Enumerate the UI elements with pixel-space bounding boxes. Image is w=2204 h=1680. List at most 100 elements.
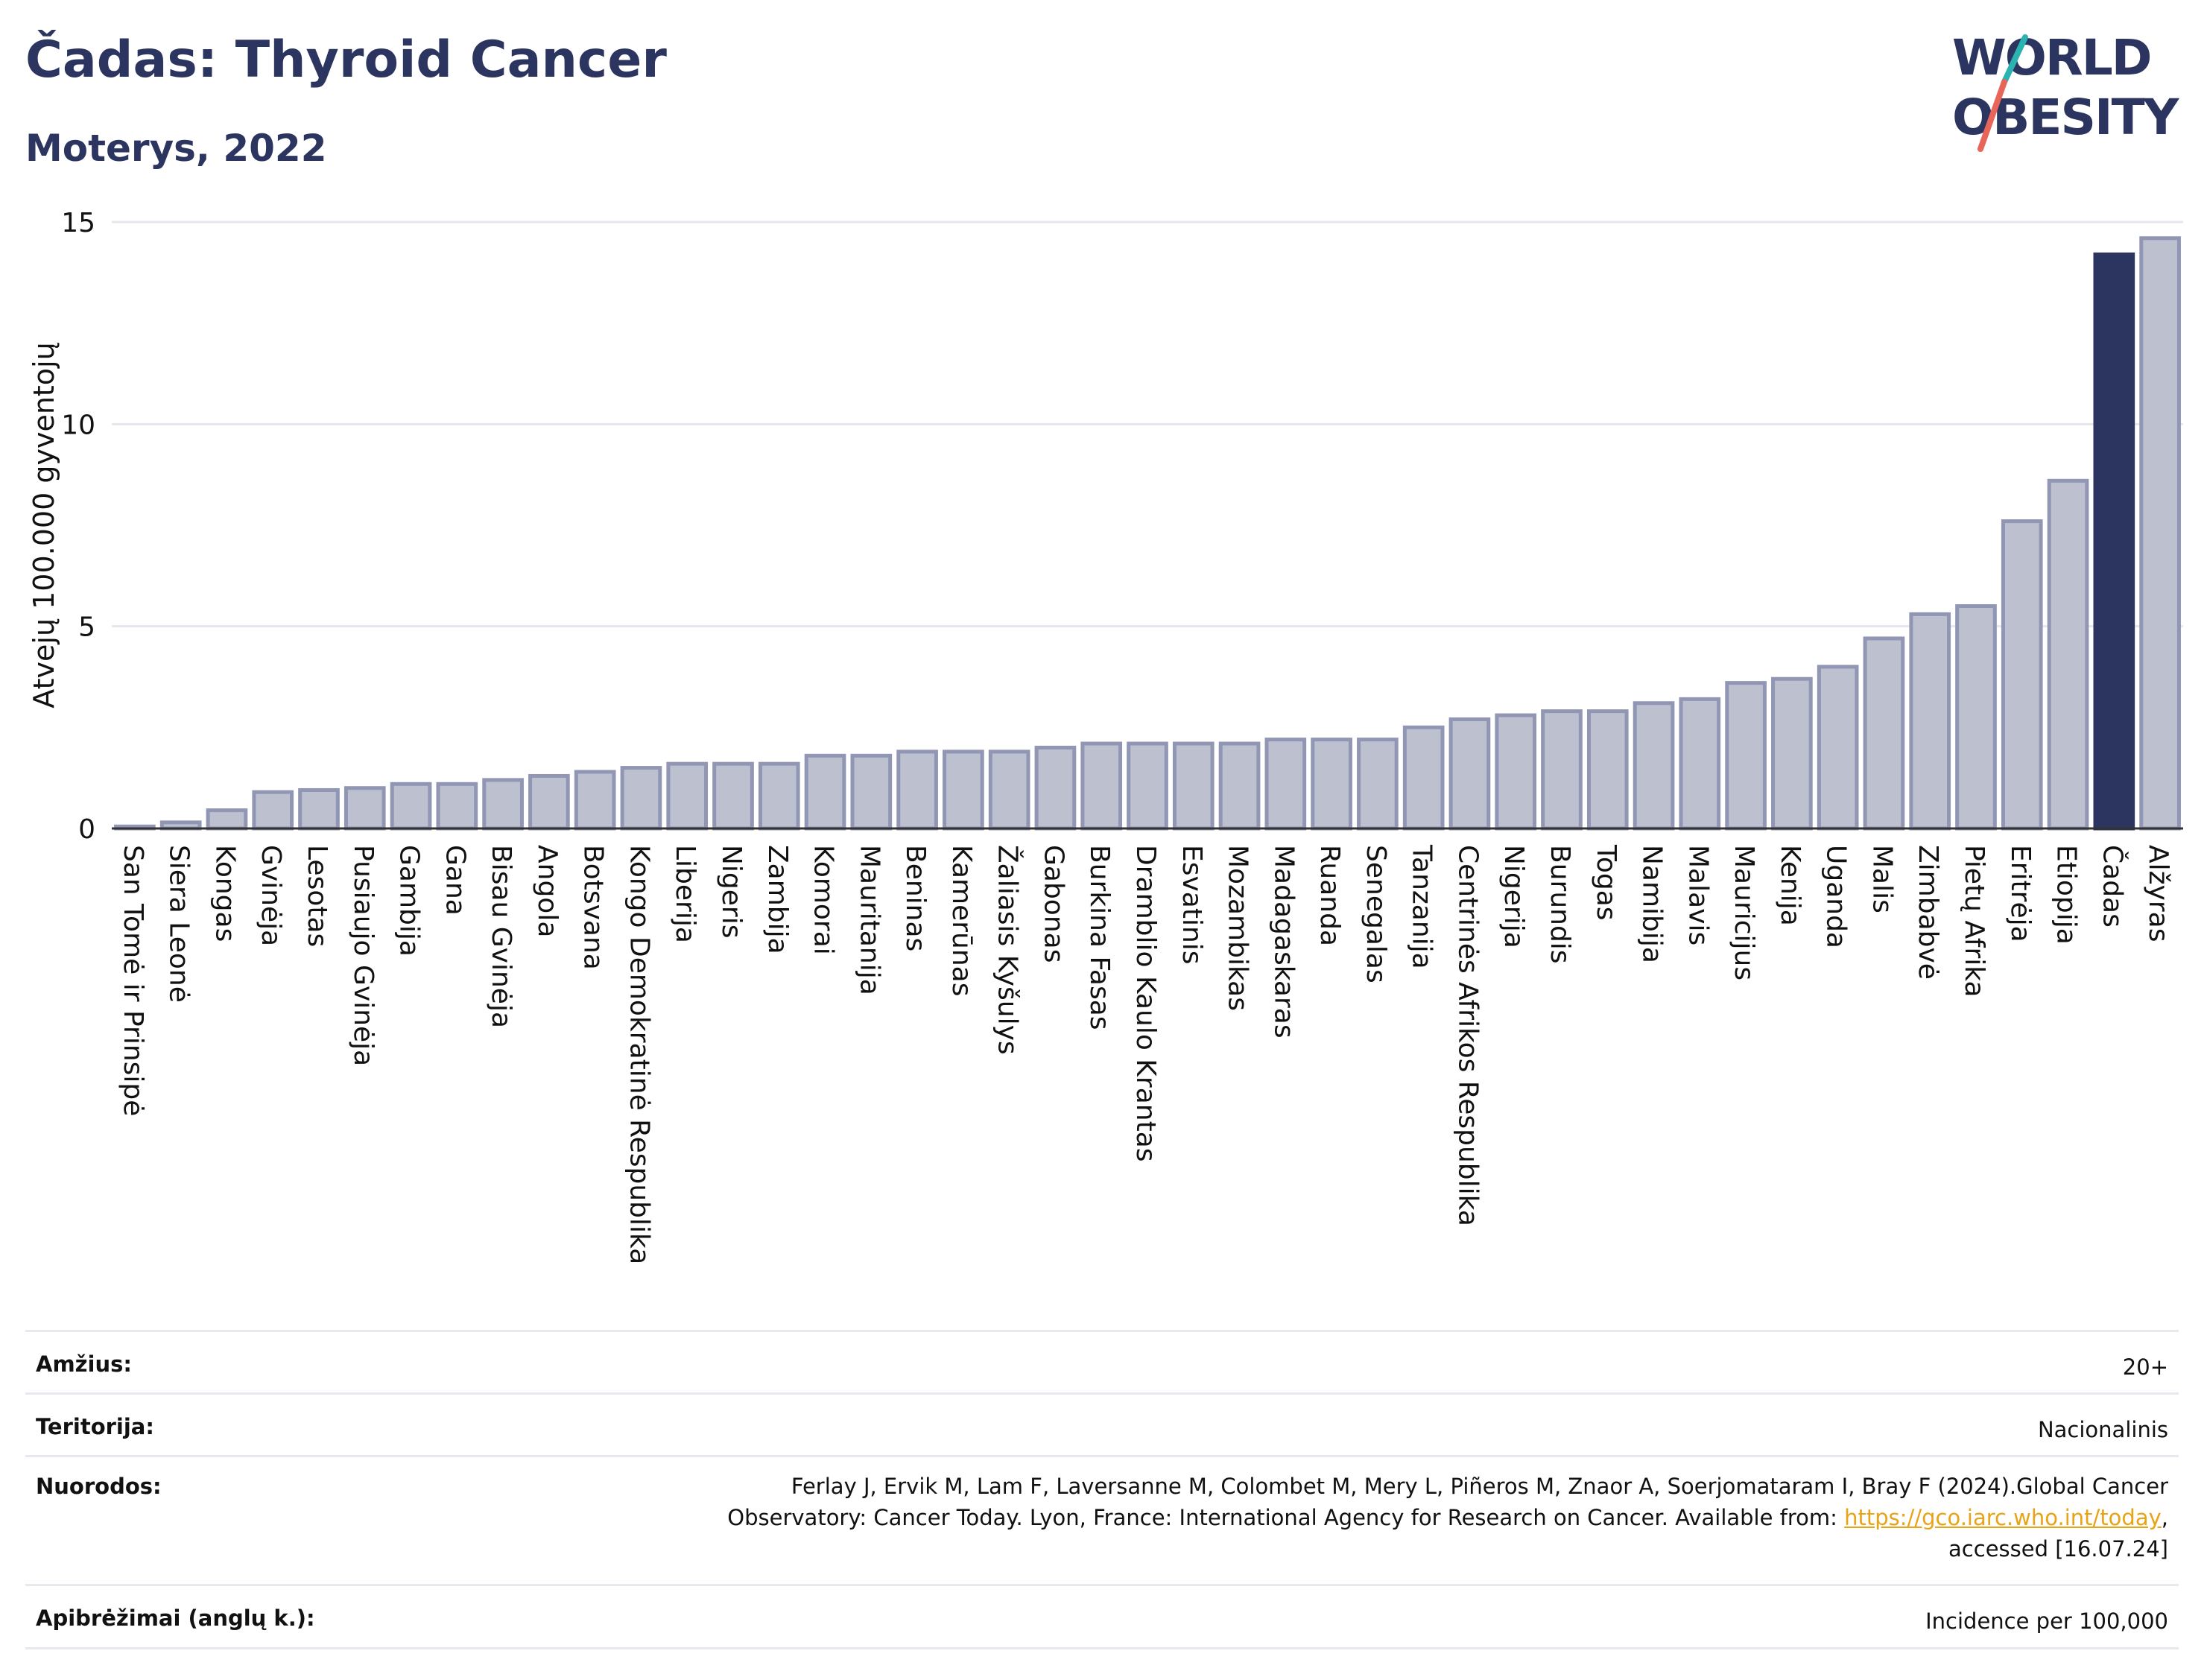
bar-20 xyxy=(1034,745,1077,831)
y-tick-label: 5 xyxy=(78,612,95,643)
x-tick-label: Liberija xyxy=(670,845,700,943)
bar-4 xyxy=(298,787,340,831)
x-tick-label: Beninas xyxy=(900,845,931,951)
x-tick-label: Zimbabvė xyxy=(1913,845,1943,980)
x-tick-label: Burundis xyxy=(1545,845,1575,964)
x-tick-label: Madagaskaras xyxy=(1268,845,1299,1039)
references-line-2: Observatory: Cancer Today. Lyon, France:… xyxy=(727,1502,2168,1533)
x-tick-label: Mauricijus xyxy=(1729,845,1759,980)
x-tick-label: Togas xyxy=(1591,844,1621,921)
x-tick-label: Malavis xyxy=(1682,845,1713,945)
bar-34 xyxy=(1679,697,1721,831)
x-tick-label: Mauritanija xyxy=(854,845,884,995)
x-tick-label: Eritrėja xyxy=(2005,845,2036,942)
world-obesity-logo: WORLD OBESITY xyxy=(1952,29,2182,152)
references-line-3: accessed [16.07.24] xyxy=(1948,1536,2168,1562)
gridlines xyxy=(112,221,2183,628)
bar-8 xyxy=(482,778,524,831)
x-tick-label: Mozambikas xyxy=(1223,845,1253,1011)
bar-31 xyxy=(1541,709,1583,831)
x-tick-label: Lesotas xyxy=(302,845,332,947)
x-tick-label: Malis xyxy=(1866,845,1897,913)
meta-row-age: Amžius: 20+ xyxy=(25,1330,2179,1392)
x-tick-label: Namibija xyxy=(1637,845,1668,963)
bar-18 xyxy=(943,749,984,831)
logo-word-world: WORLD xyxy=(1952,29,2151,86)
x-tick-label: Alžyras xyxy=(2143,845,2173,942)
bar-28 xyxy=(1402,725,1445,831)
bar-16 xyxy=(850,753,893,831)
references-link[interactable]: https://gco.iarc.who.int/today xyxy=(1844,1505,2162,1531)
bar-40 xyxy=(1955,604,1997,831)
x-axis-labels: San Tomė ir Prinsipė Siera Leonė Kongas Gvi… xyxy=(118,844,2173,1264)
meta-row-territory: Teritorija: Nacionalinis xyxy=(25,1392,2179,1455)
x-tick-label: Gvinėja xyxy=(256,845,286,946)
bar-5 xyxy=(343,786,386,831)
logo-slash-teal xyxy=(2001,34,2028,85)
x-tick-label: Žaliasis Kyšulys xyxy=(992,845,1024,1055)
chart-title: Čadas: Thyroid Cancer xyxy=(25,31,667,89)
bar-23 xyxy=(1172,741,1215,831)
x-tick-label: Čadas xyxy=(2097,845,2128,928)
x-tick-label: Siera Leonė xyxy=(164,845,194,1003)
bar-19 xyxy=(988,749,1030,831)
x-tick-label: Ruanda xyxy=(1314,845,1345,946)
x-tick-label: Senegalas xyxy=(1361,845,1391,983)
x-tick-label: Gambija xyxy=(394,845,425,957)
bar-39 xyxy=(1909,612,1951,831)
x-tick-label: Dramblio Kaulo Krantas xyxy=(1130,845,1161,1162)
y-tick-label: 0 xyxy=(78,814,95,845)
bar-3 xyxy=(252,790,294,831)
y-axis-label: Atvejų 100.000 gyventojų xyxy=(28,342,60,708)
references-line-2-text: Observatory: Cancer Today. Lyon, France:… xyxy=(727,1505,1845,1531)
references-line-1: Ferlay J, Ervik M, Lam F, Laversanne M, … xyxy=(791,1474,2168,1499)
y-tick-label: 10 xyxy=(61,410,95,440)
x-tick-label: Nigerija xyxy=(1498,845,1529,948)
x-tick-label: Bisau Gvinėja xyxy=(486,845,516,1028)
definitions-value: Incidence per 100,000 xyxy=(1925,1608,2168,1634)
x-tick-label: Zambija xyxy=(762,845,793,954)
bar-33 xyxy=(1633,701,1675,831)
x-tick-label: Kamerūnas xyxy=(946,845,977,997)
x-tick-label: Etiopija xyxy=(2051,845,2082,945)
bar-22 xyxy=(1127,741,1168,831)
bar-27 xyxy=(1357,738,1399,831)
bar-7 xyxy=(436,782,478,831)
x-tick-label: Kongas xyxy=(209,845,240,942)
references-value: Ferlay J, Ervik M, Lam F, Laversanne M, … xyxy=(727,1471,2168,1565)
x-tick-label: Pusiaujo Gvinėja xyxy=(348,845,379,1066)
bar-24 xyxy=(1218,741,1261,831)
x-tick-label: Nigeris xyxy=(716,845,747,939)
references-label: Nuorodos: xyxy=(36,1474,162,1499)
bar-13 xyxy=(712,761,754,831)
bar-2 xyxy=(206,808,248,831)
bar-29 xyxy=(1448,717,1491,831)
x-tick-label: Centrinės Afrikos Respublika xyxy=(1452,845,1483,1226)
territory-label: Teritorija: xyxy=(36,1414,154,1439)
x-tick-label: Esvatinis xyxy=(1177,845,1207,965)
bar-36 xyxy=(1771,676,1813,831)
territory-value: Nacionalinis xyxy=(2037,1417,2168,1442)
bar-44 xyxy=(2139,236,2181,831)
y-axis-ticks: 0 5 10 15 xyxy=(61,208,95,845)
x-tick-label: Kongo Demokratinė Respublika xyxy=(624,845,654,1264)
x-tick-label: San Tomė ir Prinsipė xyxy=(118,845,148,1116)
bar-6 xyxy=(390,782,432,831)
bar-11 xyxy=(620,766,662,831)
bar-14 xyxy=(758,761,800,831)
bar-37 xyxy=(1817,665,1859,831)
bar-42 xyxy=(2047,478,2089,831)
y-tick-label: 15 xyxy=(61,208,95,238)
x-tick-label: Pietų Afrika xyxy=(1959,845,1989,998)
x-tick-label: Tanzanija xyxy=(1407,844,1437,969)
bar-30 xyxy=(1495,713,1537,831)
x-tick-label: Gabonas xyxy=(1038,845,1068,963)
bar-43 xyxy=(2093,252,2135,831)
x-tick-label: Angola xyxy=(532,845,563,937)
bars xyxy=(114,236,2181,831)
bar-41 xyxy=(2001,519,2043,831)
bar-12 xyxy=(666,761,709,831)
chart-subtitle: Moterys, 2022 xyxy=(25,127,327,170)
bar-26 xyxy=(1311,738,1352,831)
x-tick-label: Komorai xyxy=(808,845,839,955)
